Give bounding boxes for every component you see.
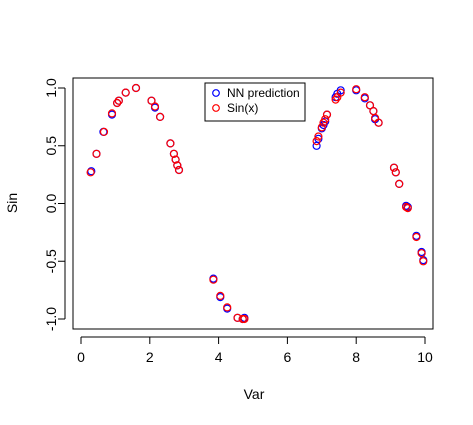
- point-sin-x: [166, 139, 175, 148]
- point-sin-x: [352, 85, 361, 94]
- data-points: [86, 83, 428, 324]
- y-axis-title: Sin: [4, 193, 20, 213]
- point-sin-x: [156, 112, 165, 122]
- x-tick-label: 0: [77, 349, 85, 365]
- point-sin-x: [322, 110, 332, 119]
- plot-box: [72, 77, 434, 330]
- y-tick-label: 0.0: [43, 194, 59, 214]
- point-sin-x: [112, 98, 122, 108]
- x-tick-label: 2: [146, 349, 154, 365]
- point-sin-x: [223, 303, 232, 312]
- y-tick-label: -1.0: [43, 307, 59, 331]
- x-axis: 0 2 4 6 8 10: [77, 336, 433, 365]
- point-sin-x: [171, 155, 180, 164]
- x-axis-title: Var: [244, 386, 265, 402]
- legend-label-sin-x: Sin(x): [227, 101, 258, 115]
- point-sin-x: [374, 118, 383, 127]
- point-sin-x: [147, 96, 156, 105]
- point-nn-prediction: [336, 86, 345, 95]
- point-sin-x: [209, 275, 218, 284]
- point-sin-x: [107, 109, 117, 118]
- point-sin-x: [412, 232, 421, 242]
- point-sin-x: [169, 149, 178, 158]
- point-sin-x: [419, 257, 428, 266]
- point-sin-x: [402, 202, 411, 212]
- point-sin-x: [365, 101, 375, 110]
- point-sin-x: [121, 88, 130, 97]
- point-sin-x: [369, 106, 378, 116]
- legend: NN prediction Sin(x): [204, 82, 306, 122]
- legend-label-nn-prediction: NN prediction: [227, 86, 300, 100]
- y-tick-label: 1.0: [43, 78, 59, 98]
- x-tick-label: 10: [417, 349, 433, 365]
- point-sin-x: [150, 102, 160, 111]
- point-sin-x: [99, 127, 109, 136]
- point-sin-x: [312, 137, 321, 146]
- point-sin-x: [360, 93, 369, 102]
- point-sin-x: [173, 161, 182, 170]
- x-tick-label: 8: [352, 349, 360, 365]
- point-sin-x: [114, 96, 123, 105]
- point-sin-x: [391, 168, 400, 177]
- legend-marker-nn-prediction: [212, 89, 220, 97]
- x-tick-label: 6: [284, 349, 292, 365]
- point-sin-x: [395, 179, 404, 188]
- x-tick-label: 4: [215, 349, 223, 365]
- point-sin-x: [331, 95, 340, 104]
- point-sin-x: [131, 83, 141, 93]
- point-sin-x: [403, 204, 412, 213]
- point-sin-x: [240, 314, 249, 324]
- point-sin-x: [317, 123, 326, 132]
- point-sin-x: [216, 291, 225, 300]
- y-tick-label: 0.5: [43, 136, 59, 156]
- point-sin-x: [86, 168, 95, 177]
- point-sin-x: [321, 115, 330, 124]
- point-sin-x: [336, 88, 345, 97]
- point-sin-x: [389, 163, 399, 172]
- legend-box: [204, 82, 306, 122]
- legend-marker-sin-x: [212, 104, 220, 112]
- y-tick-label: -0.5: [43, 249, 59, 273]
- point-sin-x: [92, 149, 101, 158]
- point-sin-x: [417, 249, 426, 258]
- y-axis: -1.0 -0.5 0.0 0.5 1.0: [43, 78, 66, 331]
- point-nn-prediction: [314, 134, 323, 143]
- point-sin-x: [174, 165, 184, 175]
- point-sin-x: [314, 132, 323, 141]
